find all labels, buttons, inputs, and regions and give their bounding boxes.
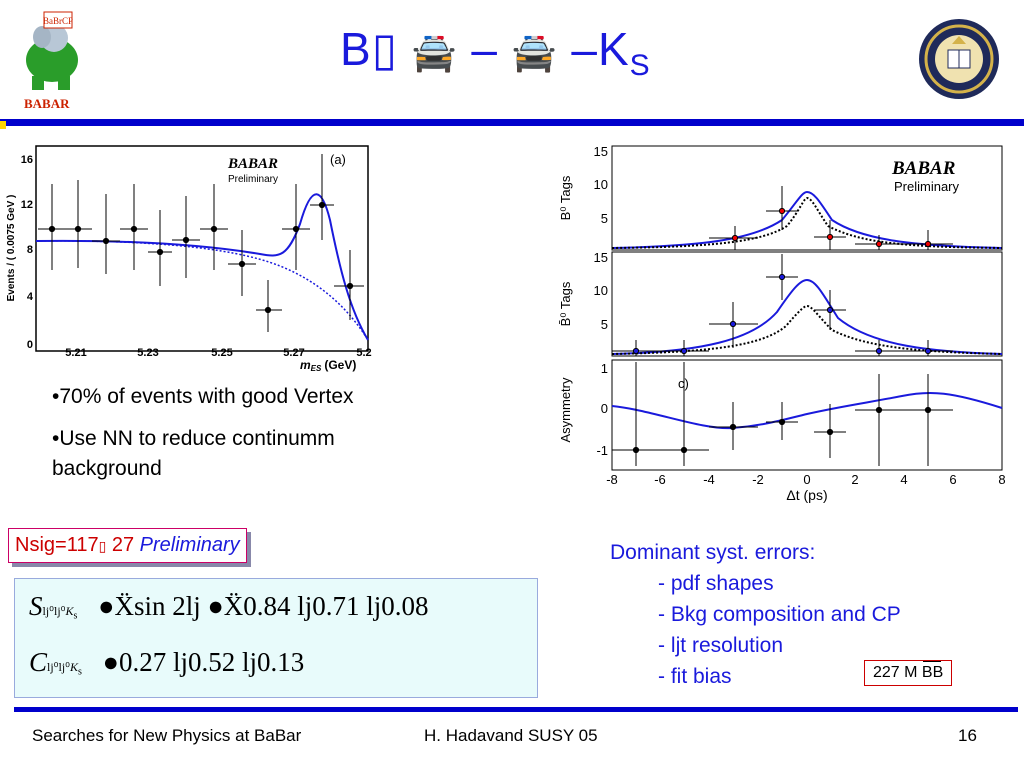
footer-left: Searches for New Physics at BaBar (32, 726, 302, 745)
y-tick-12: 12 (21, 199, 33, 211)
x-tick-labels: 5.21 5.23 5.25 5.27 5.2 (65, 347, 371, 359)
header-accent (0, 121, 6, 129)
b0-fit-curve (611, 190, 1003, 249)
bullet-item: •Use NN to reduce continumm background (52, 427, 335, 480)
page-title: B▯ 🚔 – 🚔 –KS (340, 23, 651, 83)
p2-y-10: 10 (594, 283, 608, 298)
list-item: - fit bias (658, 665, 732, 688)
x-tick-m6: -6 (654, 472, 666, 487)
university-seal-icon (918, 18, 1000, 100)
x-tick-6: 6 (949, 472, 956, 487)
ylabel-asymmetry: Asymmetry (558, 377, 573, 443)
y-tick-0: 0 (27, 339, 33, 351)
xlabel-deltat: Δt (ps) (786, 487, 827, 503)
p2-y-5: 5 (601, 317, 608, 332)
page-number: 16 (958, 726, 977, 745)
x-tick-5.27: 5.27 (283, 347, 304, 359)
footer-center: H. Hadavand SUSY 05 (424, 726, 598, 745)
p1-y-5: 5 (601, 211, 608, 226)
plus-minus-glyph-icon: ▯ (98, 538, 107, 554)
x-tick-8: 8 (998, 472, 1005, 487)
brand-babar: BABAR (891, 158, 955, 179)
babar-logo-label: BABAR (24, 96, 70, 111)
p3-y-1: 1 (601, 361, 608, 376)
p1-y-15: 15 (594, 144, 608, 159)
brand-preliminary: Preliminary (228, 174, 278, 185)
svg-text:BaBrCP: BaBrCP (43, 16, 73, 26)
police-car-icon: 🚔 (511, 32, 558, 73)
background-curve (35, 240, 369, 341)
brand-babar: BABAR (227, 156, 278, 172)
x-tick-5.25: 5.25 (211, 347, 232, 359)
c-coefficient-line: Cǉ⁰ǉ⁰Ks ●0.27 ǉ0.52 ǉ0.13 (29, 647, 305, 678)
y-tick-labels: 16 12 8 4 0 (21, 154, 34, 351)
y-tick-16: 16 (21, 154, 33, 166)
brand-preliminary: Preliminary (894, 179, 960, 194)
b0-bkg-curve (611, 196, 1003, 249)
p2-y-15: 15 (594, 250, 608, 265)
bullet-list: •70% of events with good Vertex •Use NN … (52, 382, 432, 496)
panel-label-a: (a) (330, 152, 346, 167)
x-tick-4: 4 (900, 472, 907, 487)
list-item: - pdf shapes (658, 572, 774, 595)
overline-mark (923, 661, 942, 662)
bullet-item: •70% of events with good Vertex (52, 385, 354, 408)
mes-plot: Events / ( 0.0075 GeV ) 16 12 8 4 0 5.21… (0, 140, 382, 376)
babar-logo: BaBrCP (14, 10, 90, 100)
asymmetry-fit-curve (611, 391, 1003, 430)
luminosity-badge: 227 M BB (864, 660, 953, 686)
x-tick-5.21: 5.21 (65, 347, 86, 359)
x-tick-2: 2 (851, 472, 858, 487)
x-tick-m8: -8 (606, 472, 618, 487)
data-points (38, 154, 364, 332)
ylabel-b0bar-tags: B̄⁰ Tags (558, 281, 573, 326)
p1-y-10: 10 (594, 177, 608, 192)
xlabel-mes: mES (GeV) (300, 358, 356, 373)
ylabel-b0-tags: B⁰ Tags (558, 175, 573, 220)
footer-divider (14, 707, 1018, 712)
b0bar-fit-curve (611, 278, 1003, 355)
deltat-plot: 15 10 5 15 10 5 1 0 -1 B⁰ Tags B̄⁰ Tags … (552, 140, 1012, 506)
y-tick-8: 8 (27, 244, 33, 256)
panel-label-c: c) (678, 376, 689, 391)
header-divider (0, 119, 1024, 126)
nsig-box: Nsig=117▯ 27 Preliminary (8, 528, 247, 563)
x-tick-5.23: 5.23 (137, 347, 158, 359)
b0bar-bkg-curve (611, 304, 1003, 355)
x-tick-0: 0 (803, 472, 810, 487)
x-tick-m4: -4 (703, 472, 715, 487)
list-item: - Bkg composition and CP (658, 603, 901, 626)
p3-y-m1: -1 (596, 443, 608, 458)
ylabel-events: Events / ( 0.0075 GeV ) (6, 195, 17, 302)
systematics-heading: Dominant syst. errors: (610, 541, 816, 564)
x-tick-m2: -2 (752, 472, 764, 487)
s-coefficient-line: Sǉ⁰ǉ⁰Ks ●Ẍsin 2ǉ ●Ẍ0.84 ǉ0.71 ǉ0.08 (29, 591, 429, 622)
p3-y-0: 0 (601, 401, 608, 416)
y-tick-4: 4 (27, 291, 34, 303)
placeholder-glyph-icon: ▯ (371, 23, 399, 75)
list-item: - ǉt resolution (658, 634, 784, 657)
systematics-list: Dominant syst. errors: - pdf shapes - Bk… (610, 537, 901, 692)
x-tick-5.2: 5.2 (356, 347, 371, 359)
cp-results-box: Sǉ⁰ǉ⁰Ks ●Ẍsin 2ǉ ●Ẍ0.84 ǉ0.71 ǉ0.08 Cǉ⁰ǉ… (14, 578, 538, 698)
police-car-icon: 🚔 (411, 32, 458, 73)
